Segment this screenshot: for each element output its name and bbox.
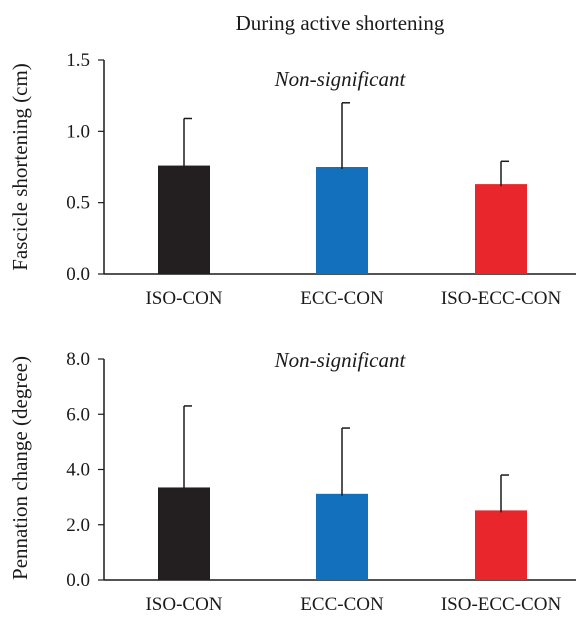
x-tick-label: ISO-CON bbox=[145, 594, 222, 615]
x-tick-labels: ISO-CON ECC-CON ISO-ECC-CON bbox=[145, 288, 561, 309]
x-tick-label: ISO-ECC-CON bbox=[441, 594, 562, 615]
bar-ecc-con bbox=[316, 167, 368, 274]
y-tick-label: 0.5 bbox=[66, 193, 90, 214]
bar-iso-ecc-con bbox=[475, 510, 527, 580]
y-ticks: 0.0 2.0 4.0 6.0 8.0 bbox=[66, 349, 104, 591]
error-bars bbox=[183, 102, 509, 187]
y-tick-label: 4.0 bbox=[66, 460, 90, 481]
y-tick-label: 1.5 bbox=[66, 50, 90, 71]
y-tick-label: 8.0 bbox=[66, 349, 90, 370]
x-tick-label: ISO-ECC-CON bbox=[441, 288, 562, 309]
x-tick-label: ECC-CON bbox=[300, 288, 384, 309]
figure-title: During active shortening bbox=[236, 11, 445, 35]
y-tick-label: 0.0 bbox=[66, 570, 90, 591]
y-ticks: 0.0 0.5 1.0 1.5 bbox=[66, 50, 104, 285]
bars bbox=[158, 165, 527, 274]
pennation-change-chart: Pennation change (degree) Non-significan… bbox=[8, 348, 576, 615]
y-tick-label: 2.0 bbox=[66, 515, 90, 536]
bar-iso-ecc-con bbox=[475, 184, 527, 274]
bar-ecc-con bbox=[316, 493, 368, 580]
bar-iso-con bbox=[158, 487, 210, 580]
x-tick-labels: ISO-CON ECC-CON ISO-ECC-CON bbox=[145, 594, 561, 615]
fascicle-shortening-chart: Fascicle shortening (cm) Non-significant… bbox=[8, 50, 576, 309]
error-bars bbox=[183, 405, 509, 513]
bars bbox=[158, 487, 527, 580]
y-axis-label: Fascicle shortening (cm) bbox=[8, 63, 32, 271]
significance-annotation: Non-significant bbox=[274, 348, 407, 372]
y-axis-label: Pennation change (degree) bbox=[8, 356, 32, 580]
y-tick-label: 1.0 bbox=[66, 121, 90, 142]
x-tick-label: ECC-CON bbox=[300, 594, 384, 615]
x-tick-label: ISO-CON bbox=[145, 288, 222, 309]
y-tick-label: 0.0 bbox=[66, 264, 90, 285]
bar-iso-con bbox=[158, 165, 210, 274]
significance-annotation: Non-significant bbox=[274, 67, 407, 91]
y-tick-label: 6.0 bbox=[66, 404, 90, 425]
